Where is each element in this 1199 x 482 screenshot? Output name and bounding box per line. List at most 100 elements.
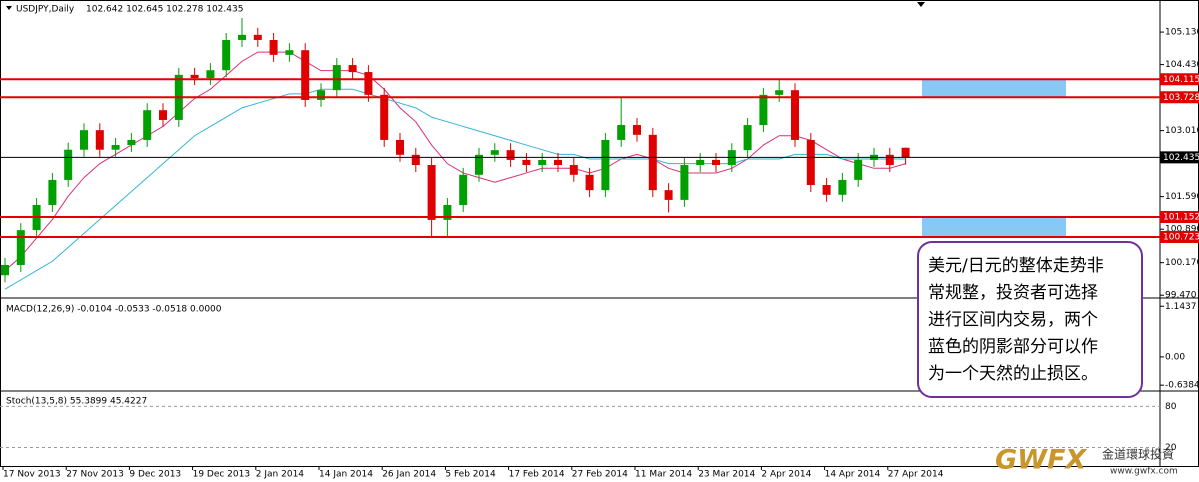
y-tick-label: 1.1437	[1165, 302, 1197, 312]
candle-body	[806, 139, 815, 186]
y-tick-label: 104.430	[1165, 60, 1199, 70]
annotation-line: 常规整，投资者可选择	[928, 283, 1098, 303]
level-tag	[1160, 73, 1199, 86]
candle-body	[380, 94, 389, 140]
y-tick-label: 101.590	[1165, 192, 1199, 202]
candle-body	[206, 70, 215, 79]
candle-body	[759, 94, 768, 126]
x-tick-label: 19 Dec 2013	[193, 470, 251, 480]
y-tick-label: 99.470	[1165, 291, 1197, 301]
x-tick-label: 2 Apr 2014	[761, 470, 811, 480]
x-tick-label: 2 Jan 2014	[256, 470, 304, 480]
candle-body	[475, 154, 483, 175]
macd-label: MACD(12,26,9) -0.0104 -0.0533 -0.0518 0.…	[6, 305, 222, 315]
x-tick-label: 27 Nov 2013	[66, 470, 124, 480]
y-tick-label: 100.890	[1165, 225, 1199, 235]
shift-marker	[917, 2, 925, 7]
y-tick-label: -0.6384	[1165, 381, 1199, 391]
stoch-label: Stoch(13,5,8) 55.3899 45.4227	[6, 397, 147, 407]
annotation-box	[917, 241, 1143, 398]
candle-body	[696, 159, 705, 166]
candle-body	[396, 139, 404, 155]
candle-body	[427, 165, 436, 220]
candle-body	[285, 50, 294, 55]
level-label: 104.115	[1163, 75, 1199, 85]
menu-arrow	[6, 6, 12, 10]
y-tick-label: 80	[1165, 402, 1177, 412]
candle-body	[490, 150, 499, 155]
candle-body	[617, 125, 626, 140]
annotation-line: 进行区间内交易，两个	[928, 310, 1098, 330]
candle-body	[143, 110, 152, 140]
x-tick-label: 27 Feb 2014	[572, 470, 628, 480]
x-tick-label: 14 Jan 2014	[319, 470, 373, 480]
candle-body	[885, 154, 894, 166]
candle-body	[664, 190, 673, 200]
level-tag	[1160, 151, 1199, 164]
candle-body	[822, 185, 831, 195]
candle-body	[332, 65, 341, 91]
candle-body	[791, 90, 799, 140]
candle-body	[901, 147, 910, 158]
candle-body	[648, 134, 657, 191]
y-tick-label: 105.130	[1165, 28, 1199, 38]
candle-body	[95, 130, 104, 150]
candle-body	[775, 90, 784, 95]
candle-body	[554, 159, 562, 166]
candle-body	[348, 65, 357, 73]
candle-body	[16, 230, 25, 265]
chart-title: USDJPY,Daily	[16, 5, 75, 15]
y-tick-label: 100.170	[1165, 258, 1199, 268]
ohlc-header: 102.642 102.645 102.278 102.435	[86, 5, 243, 15]
x-tick-label: 26 Jan 2014	[382, 470, 436, 480]
candle-body	[506, 150, 515, 160]
candle-body	[190, 74, 199, 79]
candle-body	[364, 72, 373, 95]
candle-body	[1, 264, 9, 276]
y-tick-label: 0.00	[1165, 352, 1185, 362]
x-tick-label: 14 Apr 2014	[825, 470, 881, 480]
candle-body	[48, 179, 57, 206]
annotation-line: 美元/日元的整体走势非	[928, 256, 1104, 276]
candle-body	[80, 130, 88, 150]
candle-body	[411, 154, 420, 166]
level-tag	[1160, 230, 1199, 243]
candle-body	[127, 139, 136, 146]
level-label: 101.152	[1163, 213, 1199, 223]
candle-body	[238, 34, 246, 40]
candle-body	[838, 179, 847, 195]
candle-body	[743, 125, 752, 151]
y-tick-label: 20	[1165, 443, 1177, 453]
watermark-url: www.gwfx.com	[1110, 467, 1178, 477]
candle-body	[601, 139, 610, 191]
watermark-logo: GWFX	[995, 445, 1087, 476]
candle-body	[569, 165, 578, 175]
moving-average	[4, 51, 906, 271]
candle-body	[459, 174, 468, 206]
moving-average	[4, 88, 906, 290]
x-tick-label: 11 Mar 2014	[635, 470, 692, 480]
candle-body	[301, 50, 310, 100]
candle-body	[222, 39, 231, 71]
candle-body	[253, 34, 262, 40]
candle-body	[64, 149, 73, 180]
level-tag	[1160, 91, 1199, 104]
candle-body	[538, 159, 547, 166]
x-tick-label: 23 Mar 2014	[698, 470, 755, 480]
x-tick-label: 27 Apr 2014	[888, 470, 944, 480]
level-label: 103.728	[1163, 93, 1199, 103]
candle-body	[317, 90, 325, 100]
candle-body	[111, 145, 120, 150]
x-tick-label: 17 Feb 2014	[509, 470, 565, 480]
candle-body	[585, 174, 594, 191]
candle-body	[633, 125, 641, 135]
x-tick-label: 5 Feb 2014	[445, 470, 496, 480]
candle-body	[854, 159, 863, 180]
candle-body	[522, 159, 531, 166]
stop-zone	[922, 79, 1066, 98]
x-tick-label: 17 Nov 2013	[3, 470, 61, 480]
annotation-line: 蓝色的阴影部分可以作	[928, 337, 1098, 357]
x-tick-label: 9 Dec 2013	[129, 470, 181, 480]
annotation-line: 为一个天然的止损区。	[928, 364, 1098, 384]
